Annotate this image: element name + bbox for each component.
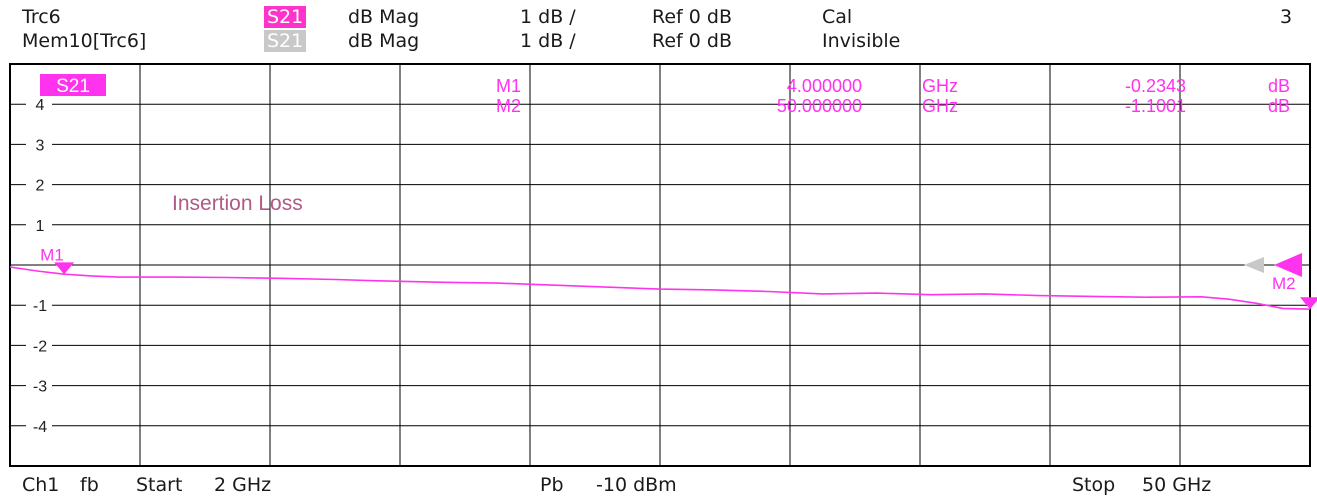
marker-label-m1: M1 (40, 245, 64, 264)
y-tick-label: -2 (33, 338, 47, 355)
tick-label-bg (26, 296, 52, 315)
memory-format: dB Mag (348, 30, 420, 52)
trace-param-label: S21 (264, 6, 307, 28)
tick-label-bg (26, 416, 52, 435)
y-tick-label: 3 (36, 137, 45, 154)
tick-label-bg (26, 175, 52, 194)
tick-label-bg (26, 135, 52, 154)
footer-mode: fb (80, 474, 99, 496)
marker-readout-frequency: 50.000000 (777, 96, 862, 116)
memory-ref-arrow-icon[interactable] (1244, 257, 1264, 273)
footer-start-value: 2 GHz (214, 474, 272, 496)
trace-ref: Ref 0 dB (652, 6, 732, 28)
memory-param-badge[interactable]: S21 (264, 30, 307, 52)
trace-param-badge[interactable]: S21 (264, 6, 307, 28)
memory-trace-name: Mem10[Trc6] (22, 30, 147, 52)
plot-area[interactable]: 4 3 2 1 -1 -2 -3 -4 S21 Insertion Loss M1 4.000000 G… (0, 62, 1317, 470)
trace-format: dB Mag (348, 6, 420, 28)
marker-readout-frequency-unit: GHz (922, 76, 958, 96)
footer-power-label: Pb (540, 474, 564, 496)
marker-readout-frequency: 4.000000 (787, 76, 862, 96)
memory-scale: 1 dB / (520, 30, 576, 52)
marker-readout-value: -1.1001 (1125, 96, 1186, 116)
trace-scale: 1 dB / (520, 6, 576, 28)
trace-label-text: S21 (56, 76, 90, 97)
marker-readout-value-unit: dB (1268, 76, 1290, 96)
marker-triangle-m2[interactable] (1300, 297, 1317, 310)
trace-name: Trc6 (22, 6, 61, 28)
marker-readout-value-unit: dB (1268, 96, 1290, 116)
footer-stop-value: 50 GHz (1142, 474, 1212, 496)
footer-power-value: -10 dBm (596, 474, 677, 496)
memory-status: Invisible (822, 30, 901, 52)
footer-start-label: Start (136, 474, 183, 496)
y-tick-label: -4 (33, 419, 47, 436)
marker-triangle-m1[interactable] (54, 262, 75, 275)
footer-stop-label: Stop (1072, 474, 1116, 496)
y-tick-label: -3 (33, 379, 47, 396)
memory-param-label: S21 (264, 30, 307, 52)
marker-label-m2: M2 (1272, 274, 1296, 293)
chart-title: Insertion Loss (172, 192, 303, 215)
trace-line-s21 (9, 266, 1311, 310)
trace-label-badge[interactable] (40, 74, 106, 96)
marker-readout-label: M1 (496, 76, 521, 96)
channel-number: 3 (1280, 6, 1293, 28)
y-tick-label: 2 (36, 178, 45, 195)
tick-label-bg (26, 95, 52, 114)
footer-channel: Ch1 (22, 474, 60, 496)
tick-label-bg (26, 376, 52, 395)
y-tick-label: 1 (36, 218, 45, 235)
trace-ref-arrow-icon[interactable] (1274, 253, 1302, 277)
trace-status: Cal (822, 6, 853, 28)
y-tick-label: 4 (36, 97, 45, 114)
marker-readout-value: -0.2343 (1125, 76, 1186, 96)
tick-label-bg (26, 336, 52, 355)
memory-ref: Ref 0 dB (652, 30, 732, 52)
marker-readout-frequency-unit: GHz (922, 96, 958, 116)
marker-readout-label: M2 (496, 96, 521, 116)
y-tick-label: -1 (33, 298, 47, 315)
tick-label-bg (26, 215, 52, 234)
